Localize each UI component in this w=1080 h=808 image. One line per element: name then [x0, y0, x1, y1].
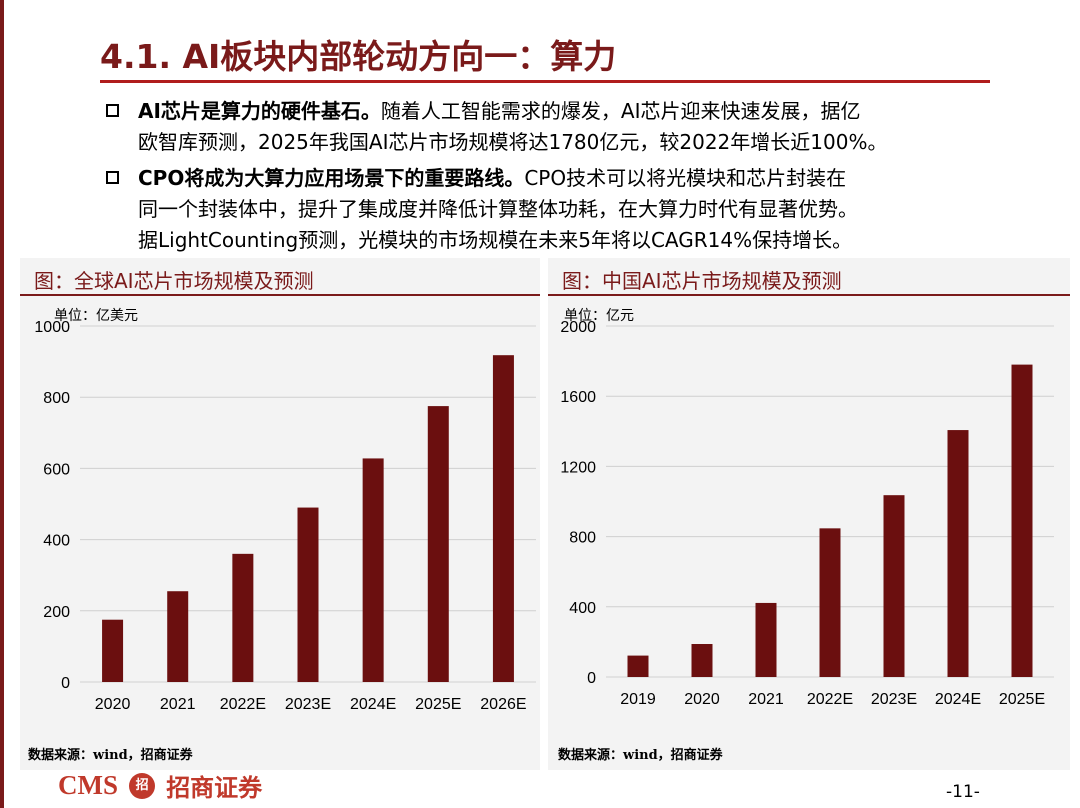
bar-chart-china: 0 400 800 1200 1600 2000 2019 2020 2021 2022E 2023… — [560, 319, 1054, 708]
y-tick-label: 400 — [43, 533, 70, 550]
bar — [492, 355, 514, 682]
page-number: -11- — [946, 782, 980, 802]
chart-panel-global: 图：全球AI芯片市场规模及预测 单位：亿美元 0 200 400 600 800 1000… — [20, 258, 540, 770]
y-tick-label: 1600 — [560, 389, 596, 406]
source-note: 数据来源：wind，招商证券 — [558, 748, 723, 763]
bullet-text-line: 随着人工智能需求的爆发，AI芯片迎来快速发展，据亿 — [380, 99, 861, 123]
y-tick-label: 400 — [569, 600, 596, 617]
x-tick-label: 2025E — [415, 696, 461, 713]
unit-label: 单位：亿美元 — [54, 308, 138, 324]
x-tick-label: 2020 — [684, 691, 720, 708]
source-note: 数据来源：wind，招商证券 — [28, 748, 193, 763]
bullet-text-line: 欧智库预测，2025年我国AI芯片市场规模将达1780亿元，较2022年增长近1… — [138, 130, 888, 154]
bullet-text-line: 据LightCounting预测，光模块的市场规模在未来5年将以CAGR14%保… — [138, 228, 853, 252]
x-tick-label: 2020 — [95, 696, 131, 713]
bullet-cpo: CPO将成为大算力应用场景下的重要路线。CPO技术可以将光模块和芯片封装在 同一… — [104, 163, 1034, 256]
bar — [947, 430, 969, 677]
left-edge-rule — [0, 0, 4, 808]
y-tick-label: 1000 — [34, 319, 70, 336]
chart-title: 图：全球AI芯片市场规模及预测 — [34, 269, 314, 293]
logo-name: 招商证券 — [166, 774, 263, 802]
bar — [297, 507, 319, 682]
x-tick-label: 2023E — [871, 691, 917, 708]
bar — [362, 458, 384, 682]
bullet-lead: CPO将成为大算力应用场景下的重要路线。 — [138, 166, 525, 190]
title-underline — [100, 80, 990, 83]
checkbox-square-icon — [106, 171, 119, 184]
panel-header: 图：中国AI芯片市场规模及预测 — [548, 258, 1070, 296]
panel-header: 图：全球AI芯片市场规模及预测 — [20, 258, 540, 296]
bullet-lead: AI芯片是算力的硬件基石。 — [138, 99, 381, 123]
x-tick-label: 2021 — [160, 696, 196, 713]
bullet-list: AI芯片是算力的硬件基石。随着人工智能需求的爆发，AI芯片迎来快速发展，据亿 欧… — [104, 96, 1034, 261]
bar — [1011, 364, 1033, 677]
y-tick-label: 1200 — [560, 459, 596, 476]
y-tick-label: 800 — [43, 390, 70, 407]
x-tick-label: 2021 — [748, 691, 784, 708]
bar — [232, 553, 254, 682]
bar — [627, 655, 649, 677]
x-tick-label: 2024E — [935, 691, 981, 708]
y-tick-label: 0 — [587, 670, 596, 687]
bar — [167, 591, 189, 682]
y-tick-label: 800 — [569, 530, 596, 547]
bar — [102, 619, 124, 682]
chart-title: 图：中国AI芯片市场规模及预测 — [562, 269, 842, 293]
x-tick-label: 2022E — [807, 691, 853, 708]
x-tick-label: 2019 — [620, 691, 656, 708]
bullet-text-line: CPO技术可以将光模块和芯片封装在 — [524, 166, 847, 190]
bar — [427, 406, 449, 682]
bullet-text-line: 同一个封装体中，提升了集成度并降低计算整体功耗，在大算力时代有显著优势。 — [138, 197, 858, 221]
bar — [691, 644, 713, 677]
logo-emblem-icon: 招 — [129, 772, 156, 799]
bar-chart-global: 0 200 400 600 800 1000 2020 2021 2022E 2023E 2024E… — [34, 319, 536, 713]
checkbox-square-icon — [106, 104, 119, 117]
y-tick-label: 2000 — [560, 319, 596, 336]
unit-label: 单位：亿元 — [564, 308, 634, 324]
x-tick-label: 2026E — [480, 696, 526, 713]
bar — [883, 495, 905, 677]
y-tick-label: 600 — [43, 461, 70, 478]
company-logo: CMS 招 招商证券 — [58, 768, 262, 808]
x-tick-label: 2023E — [285, 696, 331, 713]
slide-title: 4.1. AI板块内部轮动方向一：算力 — [100, 37, 617, 76]
y-tick-label: 0 — [61, 675, 70, 692]
x-tick-label: 2024E — [350, 696, 396, 713]
bullet-ai-chip: AI芯片是算力的硬件基石。随着人工智能需求的爆发，AI芯片迎来快速发展，据亿 欧… — [104, 96, 1034, 158]
x-tick-label: 2025E — [999, 691, 1045, 708]
y-tick-label: 200 — [43, 604, 70, 621]
chart-panel-china: 图：中国AI芯片市场规模及预测 单位：亿元 0 400 800 1200 1600 200… — [548, 258, 1070, 770]
bar — [819, 528, 841, 677]
logo-brand: CMS — [58, 770, 118, 800]
bar — [755, 602, 777, 677]
x-tick-label: 2022E — [220, 696, 266, 713]
